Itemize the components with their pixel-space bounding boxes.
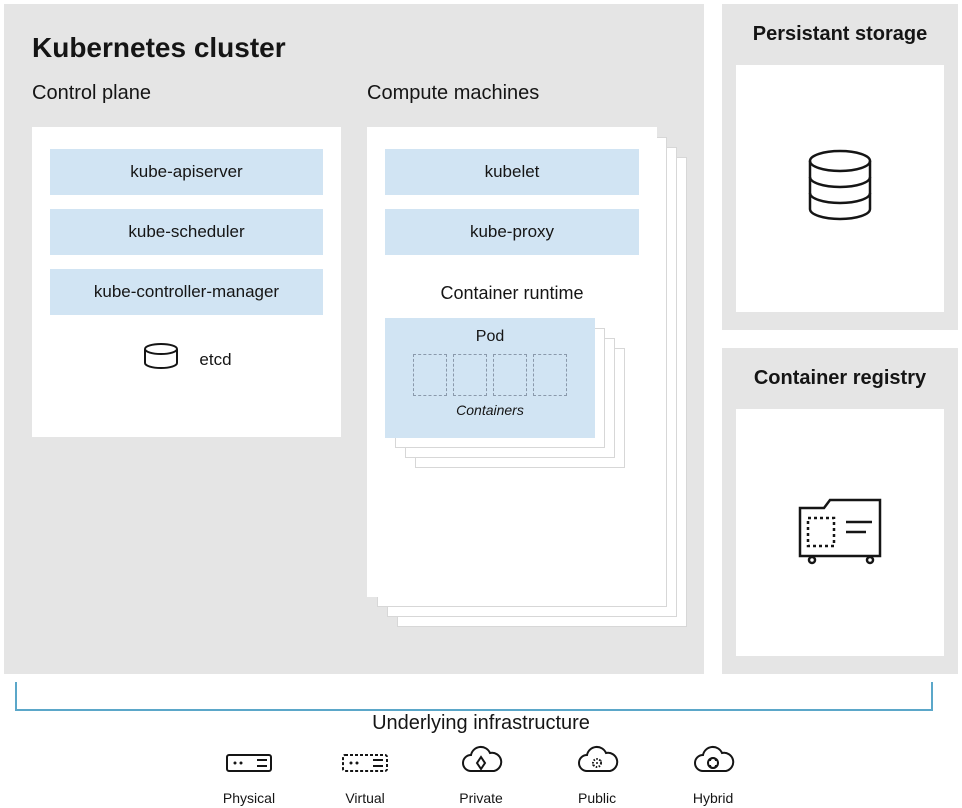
- registry-title: Container registry: [754, 366, 926, 391]
- control-plane-column: Control plane kube-apiserver kube-schedu…: [32, 82, 341, 637]
- pod-title: Pod: [395, 328, 585, 346]
- compute-title: Compute machines: [367, 82, 676, 105]
- public-cloud-icon: [571, 745, 623, 784]
- compute-panel: kubelet kube-proxy Container runtime Pod: [367, 127, 657, 597]
- infra-item-hybrid: Hybrid: [687, 745, 739, 806]
- spanning-bracket: [14, 680, 934, 714]
- component-kube-proxy: kube-proxy: [385, 209, 639, 255]
- container-box: [533, 354, 567, 396]
- infra-label: Private: [459, 790, 503, 806]
- etcd-label: etcd: [199, 350, 231, 370]
- control-plane-panel: kube-apiserver kube-scheduler kube-contr…: [32, 127, 341, 437]
- infra-label: Public: [578, 790, 616, 806]
- infra-item-virtual: Virtual: [339, 745, 391, 806]
- infra-item-public: Public: [571, 745, 623, 806]
- pod-containers: [395, 354, 585, 396]
- pod-caption: Containers: [395, 402, 585, 418]
- runtime-title: Container runtime: [385, 283, 639, 304]
- infra-item-private: Private: [455, 745, 507, 806]
- component-kubelet: kubelet: [385, 149, 639, 195]
- container-registry-box: Container registry: [722, 348, 958, 674]
- storage-title: Persistant storage: [753, 22, 928, 47]
- registry-icon: [792, 492, 888, 573]
- compute-stack: kubelet kube-proxy Container runtime Pod: [367, 127, 676, 637]
- private-cloud-icon: [455, 745, 507, 784]
- hybrid-cloud-icon: [687, 745, 739, 784]
- infra-row: Physical Virtual Private: [0, 745, 962, 806]
- kubernetes-cluster-panel: Kubernetes cluster Control plane kube-ap…: [4, 4, 704, 674]
- infra-title: Underlying infrastructure: [0, 712, 962, 735]
- pod-card: Pod Containers: [385, 318, 595, 438]
- persistent-storage-box: Persistant storage: [722, 4, 958, 330]
- pod-stack: Pod Containers: [385, 318, 639, 468]
- infra-label: Hybrid: [693, 790, 733, 806]
- container-box: [493, 354, 527, 396]
- cluster-columns: Control plane kube-apiserver kube-schedu…: [32, 82, 676, 637]
- control-plane-title: Control plane: [32, 82, 341, 105]
- infra-item-physical: Physical: [223, 745, 275, 806]
- infra-label: Virtual: [345, 790, 384, 806]
- infra-label: Physical: [223, 790, 275, 806]
- database-stack-icon: [797, 143, 883, 234]
- cluster-title: Kubernetes cluster: [32, 32, 676, 64]
- etcd-icon: [141, 343, 181, 376]
- side-column: Persistant storage Container registry: [722, 4, 958, 674]
- etcd-row: etcd: [50, 343, 323, 376]
- container-box: [413, 354, 447, 396]
- component-kube-apiserver: kube-apiserver: [50, 149, 323, 195]
- registry-canvas: [736, 409, 944, 656]
- virtual-server-icon: [339, 745, 391, 784]
- container-box: [453, 354, 487, 396]
- component-kube-scheduler: kube-scheduler: [50, 209, 323, 255]
- storage-canvas: [736, 65, 944, 312]
- top-row: Kubernetes cluster Control plane kube-ap…: [4, 4, 958, 674]
- infrastructure-section: Underlying infrastructure Physical: [0, 712, 962, 806]
- compute-column: Compute machines kubelet kube-proxy Cont…: [367, 82, 676, 637]
- container-runtime: Container runtime Pod: [385, 283, 639, 468]
- component-kube-controller-manager: kube-controller-manager: [50, 269, 323, 315]
- physical-server-icon: [223, 745, 275, 784]
